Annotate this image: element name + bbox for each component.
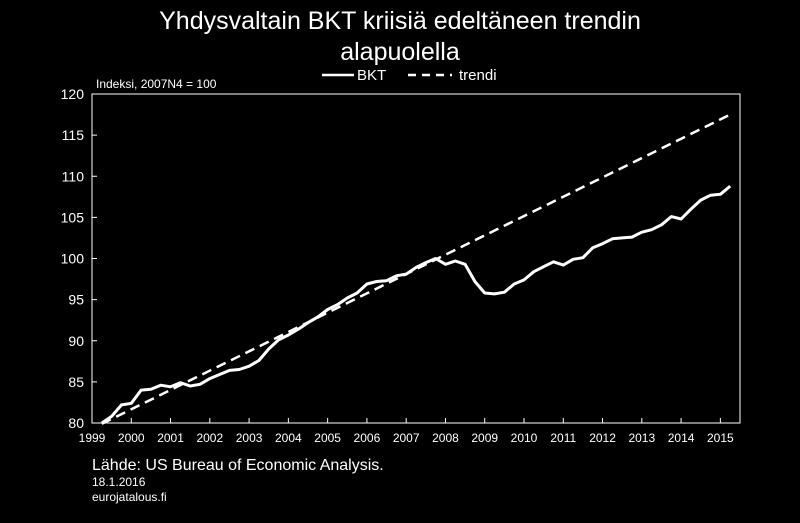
chart-title-line-1: Yhdysvaltain BKT kriisiä edeltäneen tren…: [159, 7, 641, 35]
series-layer: [100, 113, 732, 425]
x-tick-label: 2015: [707, 431, 734, 445]
chart-axes: 80 85 90 95 100 105 110 115 120 1999 2000 2001 2002 2…: [61, 86, 741, 445]
x-tick-label: 2008: [432, 431, 459, 445]
plot-frame: [91, 93, 741, 424]
x-tick-label: 2011: [550, 431, 576, 445]
y-tick-label: 85: [68, 374, 84, 390]
source-block: Lähde: US Bureau of Economic Analysis. 1…: [92, 457, 384, 505]
series-line-trendi: [101, 113, 731, 425]
y-axis-label: Indeksi, 2007N4 = 100: [96, 77, 217, 91]
chart-title: Yhdysvaltain BKT kriisiä edeltäneen tren…: [0, 6, 800, 68]
x-tick-label: 2010: [511, 431, 538, 445]
x-tick-label: 2006: [354, 431, 381, 445]
y-tick-label: 90: [68, 333, 84, 349]
y-tick-label: 115: [62, 127, 85, 143]
x-tick-label: 2004: [275, 431, 302, 445]
y-tick-label: 110: [62, 168, 85, 184]
series-line-bkt: [100, 184, 732, 425]
legend-label-bkt: BKT: [357, 67, 386, 84]
x-tick-label: 2007: [393, 431, 420, 445]
y-tick-label: 120: [61, 86, 85, 102]
x-tick-label: 2013: [628, 431, 655, 445]
legend: BKT trendi: [322, 67, 497, 84]
y-tick-label: 80: [68, 415, 84, 431]
x-tick-label: 2000: [118, 431, 145, 445]
x-tick-label: 2009: [471, 431, 498, 445]
legend-label-trendi: trendi: [459, 67, 497, 84]
source-date: 18.1.2016: [92, 475, 146, 489]
x-tick-label: 2014: [668, 431, 695, 445]
x-tick-label: 1999: [79, 431, 106, 445]
x-tick-label: 2012: [589, 431, 616, 445]
source-text: Lähde: US Bureau of Economic Analysis.: [92, 457, 384, 474]
y-tick-label: 100: [61, 251, 85, 267]
x-tick-label: 2003: [236, 431, 263, 445]
x-tick-label: 2002: [196, 431, 223, 445]
chart-title-line-2: alapuolella: [340, 38, 460, 66]
source-site: eurojatalous.fi: [92, 490, 167, 504]
x-tick-label: 2005: [314, 431, 341, 445]
y-tick-label: 95: [68, 292, 84, 308]
y-tick-label: 105: [61, 209, 85, 225]
x-tick-label: 2001: [157, 431, 184, 445]
